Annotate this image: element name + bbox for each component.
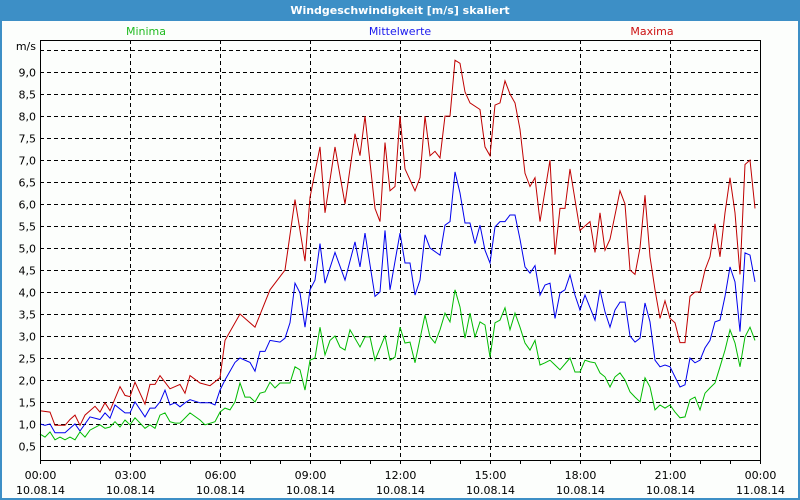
y-tick-label: 2,0 (19, 375, 37, 388)
x-tick-date: 11.08.14 (736, 484, 785, 497)
axes (40, 40, 761, 464)
y-tick-label: 1,5 (19, 397, 37, 410)
x-tick-time: 18:00 (565, 469, 597, 482)
series-line-mittelwerte (39, 171, 756, 434)
legend-maxima: Maxima (630, 25, 673, 38)
x-tick-date: 10.08.14 (466, 484, 515, 497)
series-line-maxima (39, 59, 756, 427)
x-tick-date: 10.08.14 (646, 484, 695, 497)
legend: Minima Mittelwerte Maxima (126, 25, 674, 38)
y-tick-label: 4,5 (19, 265, 37, 278)
x-tick-date: 10.08.14 (286, 484, 335, 497)
legend-mittelwerte: Mittelwerte (369, 25, 432, 38)
y-tick-label: 6,0 (19, 199, 37, 212)
x-tick-date: 10.08.14 (376, 484, 425, 497)
x-tick-date: 10.08.14 (196, 484, 245, 497)
y-tick-label: 1,0 (19, 419, 37, 432)
x-tick-time: 00:00 (745, 469, 777, 482)
y-tick-label: 6,5 (19, 177, 37, 190)
x-tick-time: 09:00 (295, 469, 327, 482)
x-tick-time: 03:00 (115, 469, 147, 482)
y-tick-label: 8,5 (19, 89, 37, 102)
x-tick-time: 15:00 (475, 469, 507, 482)
series-line-minima (39, 289, 756, 441)
y-tick-label: 7,0 (19, 155, 37, 168)
y-axis-unit: m/s (16, 40, 36, 53)
y-tick-label: 5,0 (19, 243, 37, 256)
series-lines (39, 59, 756, 441)
window-title: Windgeschwindigkeit [m/s] skaliert (0, 0, 800, 21)
x-tick-time: 06:00 (205, 469, 237, 482)
plot-frame (40, 40, 761, 461)
y-tick-label: 3,5 (19, 309, 37, 322)
y-tick-label: 4,0 (19, 287, 37, 300)
grid-lines (40, 40, 760, 460)
tick-labels: 0,5 1,0 1,5 2,0 2,5 3,0 3,5 4,0 4,5 5,0 5,5 6,0 6,5 7… (16, 40, 785, 497)
y-tick-label: 2,5 (19, 353, 37, 366)
y-tick-label: 7,5 (19, 133, 37, 146)
legend-minima: Minima (126, 25, 166, 38)
x-tick-time: 12:00 (385, 469, 417, 482)
x-tick-date: 10.08.14 (16, 484, 65, 497)
y-tick-label: 3,0 (19, 331, 37, 344)
y-tick-label: 8,0 (19, 111, 37, 124)
x-tick-time: 00:00 (25, 469, 57, 482)
y-tick-label: 5,5 (19, 221, 37, 234)
y-tick-label: 0,5 (19, 441, 37, 454)
x-tick-date: 10.08.14 (106, 484, 155, 497)
x-tick-date: 10.08.14 (556, 484, 605, 497)
x-tick-time: 21:00 (655, 469, 687, 482)
y-tick-label: 9,0 (19, 67, 37, 80)
